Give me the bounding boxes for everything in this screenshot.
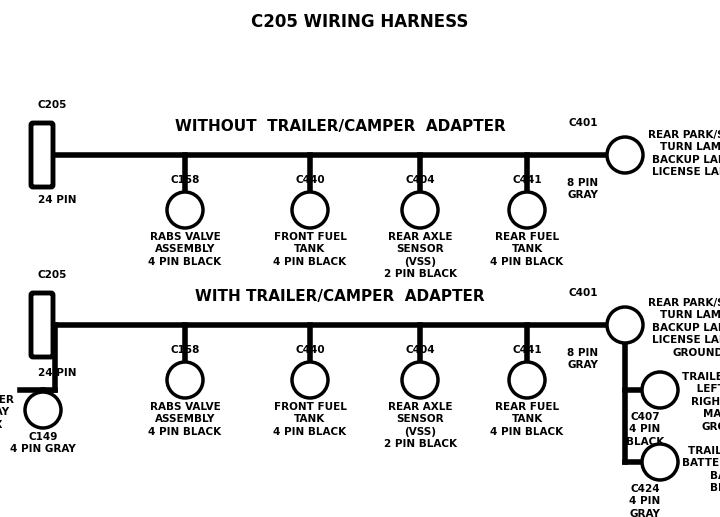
Text: REAR PARK/STOP
TURN LAMPS
BACKUP LAMPS
LICENSE LAMPS: REAR PARK/STOP TURN LAMPS BACKUP LAMPS L… [648, 130, 720, 177]
Circle shape [402, 192, 438, 228]
Text: C404: C404 [405, 175, 435, 185]
Text: C440: C440 [295, 345, 325, 355]
Text: REAR PARK/STOP
TURN LAMPS
BACKUP LAMPS
LICENSE LAMPS
GROUND: REAR PARK/STOP TURN LAMPS BACKUP LAMPS L… [648, 298, 720, 358]
Text: C424
4 PIN
GRAY: C424 4 PIN GRAY [629, 484, 661, 517]
Text: C205: C205 [38, 100, 68, 110]
Text: C205 WIRING HARNESS: C205 WIRING HARNESS [251, 13, 469, 31]
Circle shape [167, 192, 203, 228]
Text: REAR AXLE
SENSOR
(VSS)
2 PIN BLACK: REAR AXLE SENSOR (VSS) 2 PIN BLACK [384, 232, 456, 279]
Circle shape [607, 137, 643, 173]
Text: C407
4 PIN
BLACK: C407 4 PIN BLACK [626, 412, 664, 447]
Text: REAR AXLE
SENSOR
(VSS)
2 PIN BLACK: REAR AXLE SENSOR (VSS) 2 PIN BLACK [384, 402, 456, 449]
Text: TRAILER WIRES
BATTERY CHARGE
BACKUP
BRAKES: TRAILER WIRES BATTERY CHARGE BACKUP BRAK… [682, 446, 720, 493]
Text: C205: C205 [38, 270, 68, 280]
Text: REAR FUEL
TANK
4 PIN BLACK: REAR FUEL TANK 4 PIN BLACK [490, 232, 564, 267]
Circle shape [25, 392, 61, 428]
FancyBboxPatch shape [31, 123, 53, 187]
Text: WITH TRAILER/CAMPER  ADAPTER: WITH TRAILER/CAMPER ADAPTER [195, 290, 485, 305]
Text: C441: C441 [512, 175, 542, 185]
Circle shape [607, 307, 643, 343]
Text: C158: C158 [171, 175, 199, 185]
Text: C440: C440 [295, 175, 325, 185]
Text: C404: C404 [405, 345, 435, 355]
Circle shape [642, 372, 678, 408]
Circle shape [509, 192, 545, 228]
Circle shape [292, 362, 328, 398]
Circle shape [292, 192, 328, 228]
Text: REAR FUEL
TANK
4 PIN BLACK: REAR FUEL TANK 4 PIN BLACK [490, 402, 564, 437]
Circle shape [167, 362, 203, 398]
Text: FRONT FUEL
TANK
4 PIN BLACK: FRONT FUEL TANK 4 PIN BLACK [274, 232, 346, 267]
Text: C441: C441 [512, 345, 542, 355]
Text: 8 PIN
GRAY: 8 PIN GRAY [567, 178, 598, 201]
Text: RABS VALVE
ASSEMBLY
4 PIN BLACK: RABS VALVE ASSEMBLY 4 PIN BLACK [148, 402, 222, 437]
Text: TRAILER
RELAY
BOX: TRAILER RELAY BOX [0, 395, 15, 430]
Text: FRONT FUEL
TANK
4 PIN BLACK: FRONT FUEL TANK 4 PIN BLACK [274, 402, 346, 437]
Text: 24 PIN: 24 PIN [38, 368, 76, 378]
Text: WITHOUT  TRAILER/CAMPER  ADAPTER: WITHOUT TRAILER/CAMPER ADAPTER [175, 119, 505, 134]
Text: C149
4 PIN GRAY: C149 4 PIN GRAY [10, 432, 76, 454]
Text: 8 PIN
GRAY: 8 PIN GRAY [567, 348, 598, 370]
Circle shape [642, 444, 678, 480]
FancyBboxPatch shape [31, 293, 53, 357]
Circle shape [402, 362, 438, 398]
Text: 24 PIN: 24 PIN [38, 195, 76, 205]
Circle shape [509, 362, 545, 398]
Text: C401: C401 [569, 288, 598, 298]
Text: TRAILER WIRES
 LEFT TURN
RIGHT TURN
MARKER
GROUND: TRAILER WIRES LEFT TURN RIGHT TURN MARKE… [682, 372, 720, 432]
Text: RABS VALVE
ASSEMBLY
4 PIN BLACK: RABS VALVE ASSEMBLY 4 PIN BLACK [148, 232, 222, 267]
Text: C401: C401 [569, 118, 598, 128]
Text: C158: C158 [171, 345, 199, 355]
